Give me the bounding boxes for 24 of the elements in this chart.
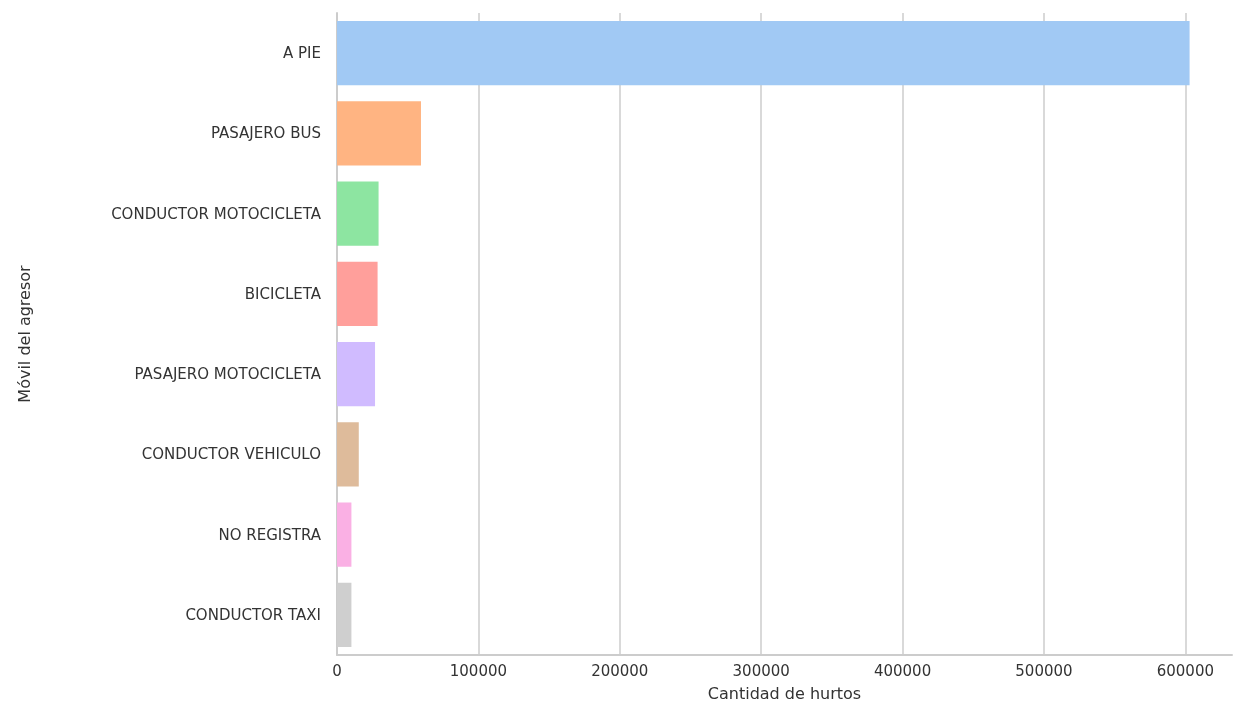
y-tick-label: CONDUCTOR TAXI [185,605,321,624]
x-tick-label: 0 [332,661,342,680]
bar [337,261,378,326]
y-tick-label: PASAJERO MOTOCICLETA [134,365,322,384]
x-tick-label: 300000 [732,661,790,680]
x-tick-label: 200000 [591,661,649,680]
x-tick-label: 600000 [1156,661,1214,680]
y-tick-label: CONDUCTOR VEHICULO [141,445,321,464]
bar [337,342,376,407]
bar [337,21,1190,86]
y-tick-label: BICICLETA [244,284,322,303]
y-tick-label: PASAJERO BUS [210,124,321,143]
y-tick-label: A PIE [283,44,321,63]
y-tick-label: NO REGISTRA [218,525,322,544]
y-axis-title: Móvil del agresor [14,264,34,403]
y-tick-label: CONDUCTOR MOTOCICLETA [111,204,322,223]
bar [337,422,359,487]
bar [337,502,352,567]
x-tick-label: 500000 [1015,661,1073,680]
x-tick-label: 100000 [449,661,508,680]
x-tick-label: 400000 [873,661,932,680]
bar [337,101,421,166]
bar [337,181,379,246]
x-axis-title: Cantidad de hurtos [707,683,862,703]
